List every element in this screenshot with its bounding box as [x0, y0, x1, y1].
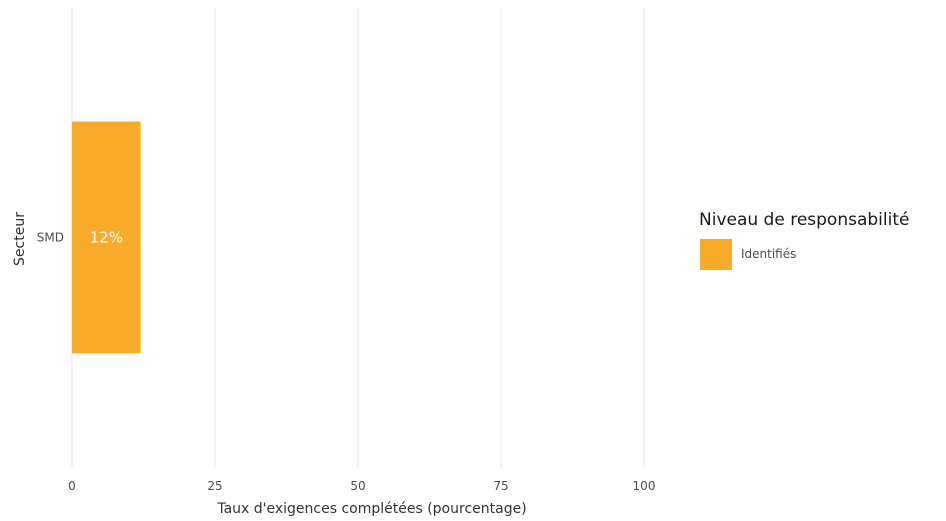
- x-tick-label-75: 75: [493, 479, 508, 493]
- x-tick-label-50: 50: [350, 479, 365, 493]
- y-tick-label-smd: SMD: [37, 231, 64, 245]
- legend: Niveau de responsabilité Identifiés: [699, 210, 909, 270]
- x-tick-label-25: 25: [207, 479, 222, 493]
- legend-title: Niveau de responsabilité: [699, 210, 909, 230]
- legend-key-identifies: [700, 239, 732, 270]
- bar-smd: [72, 121, 141, 354]
- x-tick-label-0: 0: [68, 479, 76, 493]
- legend-label-identifies: Identifiés: [741, 247, 796, 261]
- bar-data-label-smd: 12%: [90, 229, 123, 247]
- gridlines: [71, 8, 645, 467]
- x-axis-title: Taux d'exigences complétées (pourcentage…: [216, 501, 526, 517]
- x-tick-label-100: 100: [633, 479, 656, 493]
- y-tick-labels: SMD: [37, 231, 64, 245]
- bars: 12%: [72, 121, 141, 354]
- y-axis-title: Secteur: [12, 212, 28, 266]
- x-tick-labels: 0 25 50 75 100: [68, 479, 655, 493]
